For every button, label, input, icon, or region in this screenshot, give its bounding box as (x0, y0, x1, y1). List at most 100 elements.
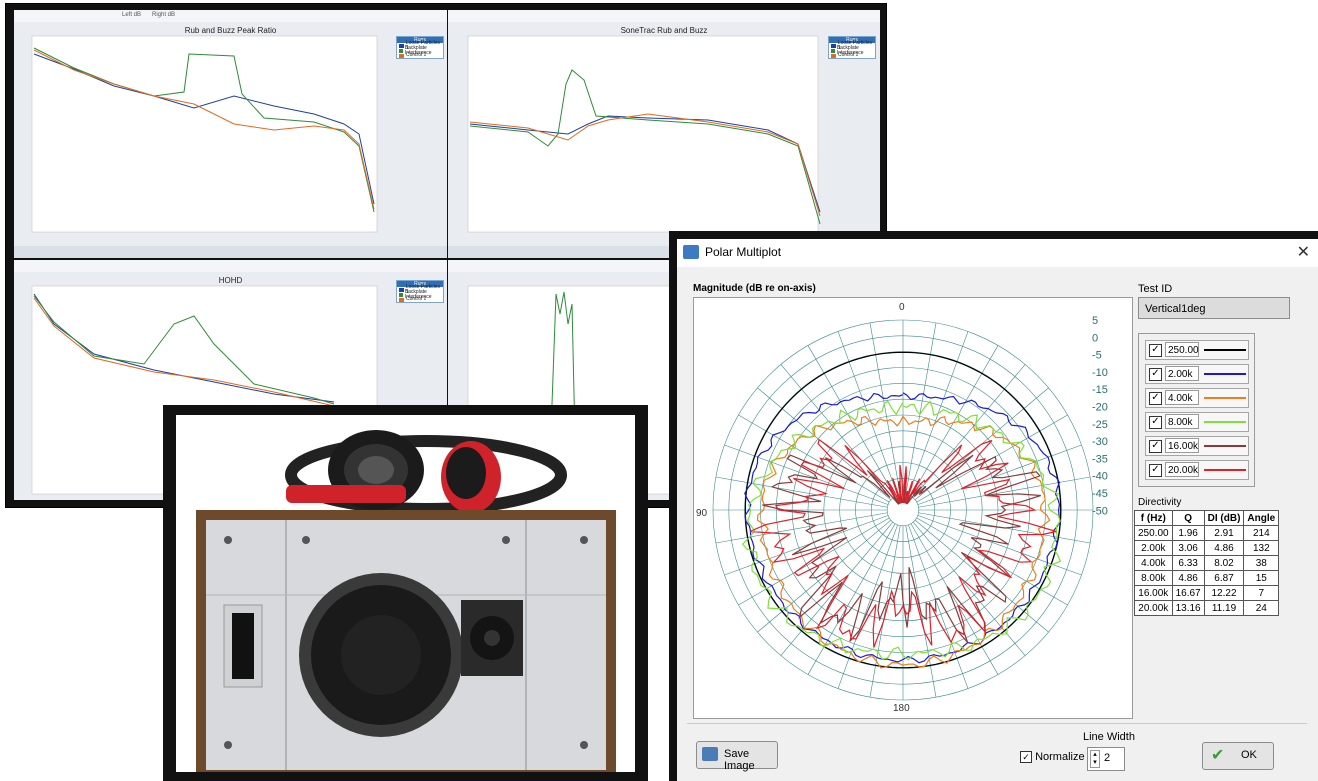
ring-label: -35 (1092, 453, 1108, 465)
series-control (33, 297, 335, 407)
normalize-checkbox[interactable]: ✓ Normalize (1020, 751, 1085, 764)
toolbar-left-label: Left dB (122, 12, 142, 18)
speaker-image (196, 430, 616, 772)
line-width-stepper[interactable]: ▴ ▾ 2 (1087, 747, 1125, 771)
polar-multiplot-dialog: Polar Multiplot ✕ Magnitude (dB re on-ax… (669, 231, 1318, 781)
magnitude-label: Magnitude (dB re on-axis) (693, 283, 816, 294)
dialog-footer (687, 723, 1307, 774)
test-id-field[interactable]: Vertical1deg (1138, 297, 1290, 319)
ring-label: -15 (1092, 384, 1108, 396)
stepper-arrows-icon[interactable]: ▴ ▾ (1090, 750, 1100, 768)
polar-curve-2.00k (744, 392, 1061, 664)
dialog-title: Polar Multiplot (705, 245, 782, 259)
column-header: Q (1171, 510, 1205, 526)
freq-row[interactable]: ✓ 2.00k (1145, 364, 1249, 384)
polar-curve-8.00k (741, 400, 1062, 661)
checkbox[interactable]: ✓ (1149, 392, 1162, 405)
filter-bar[interactable] (14, 246, 447, 258)
polar-spoke (724, 444, 889, 505)
checkbox[interactable]: ✓ (1149, 440, 1162, 453)
polar-spoke (869, 322, 901, 495)
freq-row[interactable]: ✓ 4.00k (1145, 388, 1249, 408)
polar-curve-20.00k (749, 438, 1057, 648)
polar-spoke (912, 364, 1026, 499)
freq-label: 250.00 (1165, 342, 1199, 357)
legend-item[interactable]: Loose Particles 1 (397, 283, 443, 295)
legend-item[interactable]: Backplate Interference (397, 288, 443, 300)
ring-label: -25 (1092, 419, 1108, 431)
dialog-titlebar[interactable]: Polar Multiplot ✕ (677, 239, 1318, 267)
freq-row[interactable]: ✓ 16.00k (1145, 436, 1249, 456)
polar-spoke (738, 414, 890, 503)
legend-item[interactable]: Loose Particles 1 (829, 39, 875, 51)
legend-item-label: Control 1 (838, 52, 859, 58)
chart-title: Rub and Buzz Peak Ratio (184, 26, 277, 35)
legend-header: Runs (829, 37, 875, 43)
polar-spoke (807, 523, 896, 675)
legend-item-label: Backplate Interference (836, 44, 864, 56)
plot-toolbar[interactable]: Left dB Right dB (14, 10, 447, 22)
checkbox[interactable]: ✓ (1149, 416, 1162, 429)
freq-label: 20.00k (1165, 462, 1199, 477)
polar-spoke (905, 322, 937, 495)
legend-item[interactable]: Control 1 (397, 297, 443, 302)
series-backplate (469, 69, 821, 225)
polar-spoke (869, 525, 901, 698)
ring-label: 0 (1092, 332, 1098, 344)
legend-item-label: Backplate Interference (404, 288, 432, 300)
plot-panel-peak-ratio: Left dB Right dB Rub and Buzz Peak Ratio… (14, 10, 447, 258)
polar-spoke (914, 519, 1049, 633)
polar-chart: 0 90 180 5 0 -5 -10 -15 -20 -25 -30 -35 -40 -45 -50 (696, 302, 1108, 714)
toolbar-right-label: Right dB (152, 12, 176, 18)
polar-spoke (780, 364, 894, 499)
chart-title: SoneTrac Rub and Buzz (620, 26, 708, 35)
legend-item[interactable]: Control 1 (829, 53, 875, 58)
checkbox[interactable]: ✓ (1149, 344, 1162, 357)
line-width-label: Line Width (1083, 731, 1135, 743)
legend-peak-ratio[interactable]: Runs Loose Particles 1 Backplate Interfe… (396, 36, 444, 59)
series-loose-particles (33, 53, 375, 205)
checkmark-icon: ✔ (1211, 747, 1225, 764)
freq-row[interactable]: ✓ 250.00 (1145, 340, 1249, 360)
color-swatch (1204, 373, 1246, 375)
checkbox[interactable]: ✓ (1149, 368, 1162, 381)
polar-spoke (910, 345, 999, 497)
legend-item-label: Loose Particles 1 (837, 39, 873, 51)
polar-curve-250.00 (744, 351, 1062, 669)
plot-toolbar[interactable] (448, 10, 880, 22)
frequency-list: ✓ 250.00 ✓ 2.00k ✓ 4.00k ✓ 8.00k ✓ 16.00k ✓ 20… (1138, 333, 1255, 487)
legend-sonetrac[interactable]: Runs Loose Particles 1 Backplate Interfe… (828, 36, 876, 59)
save-image-button[interactable]: Save Image (696, 741, 778, 772)
legend-item-label: Loose Particles 1 (405, 283, 441, 295)
table-row: 4.00k 6.33 8.02 38 (1134, 555, 1280, 571)
color-swatch (1204, 421, 1246, 423)
peak-ratio-chart (31, 35, 378, 233)
checkbox-icon: ✓ (1020, 751, 1032, 764)
table-row: 250.00 1.96 2.91 214 (1134, 525, 1280, 541)
legend-item[interactable]: Control 1 (397, 53, 443, 58)
close-icon[interactable]: ✕ (1296, 244, 1310, 261)
polar-curve-4.00k (756, 415, 1051, 669)
freq-row[interactable]: ✓ 20.00k (1145, 460, 1249, 480)
speaker-photo (163, 405, 648, 781)
checkbox[interactable]: ✓ (1149, 464, 1162, 477)
polar-plot: 0 90 180 5 0 -5 -10 -15 -20 -25 -30 -35 -40 -45 -50 (693, 297, 1133, 719)
chart-title: HOHD (218, 276, 243, 285)
legend-item[interactable]: Backplate Interference (829, 44, 875, 56)
ok-label: OK (1241, 749, 1257, 761)
freq-row[interactable]: ✓ 8.00k (1145, 412, 1249, 432)
ok-button[interactable]: ✔ OK (1202, 742, 1274, 770)
column-header: f (Hz) (1134, 510, 1173, 526)
polar-spoke (780, 521, 894, 656)
legend-item[interactable]: Loose Particles 1 (397, 40, 443, 50)
table-row: 2.00k 3.06 4.86 132 (1134, 540, 1280, 556)
color-swatch (1204, 445, 1246, 447)
plot-toolbar[interactable] (14, 260, 447, 272)
legend-item[interactable]: Backplate Interference (397, 45, 443, 55)
series-backplate (547, 291, 577, 493)
freq-label: 16.00k (1165, 438, 1199, 453)
ring-label: -45 (1092, 488, 1108, 500)
save-image-icon (702, 747, 718, 761)
app-icon (683, 245, 699, 259)
legend-hohd[interactable]: Runs Loose Particles 1 Backplate Interfe… (396, 280, 444, 303)
